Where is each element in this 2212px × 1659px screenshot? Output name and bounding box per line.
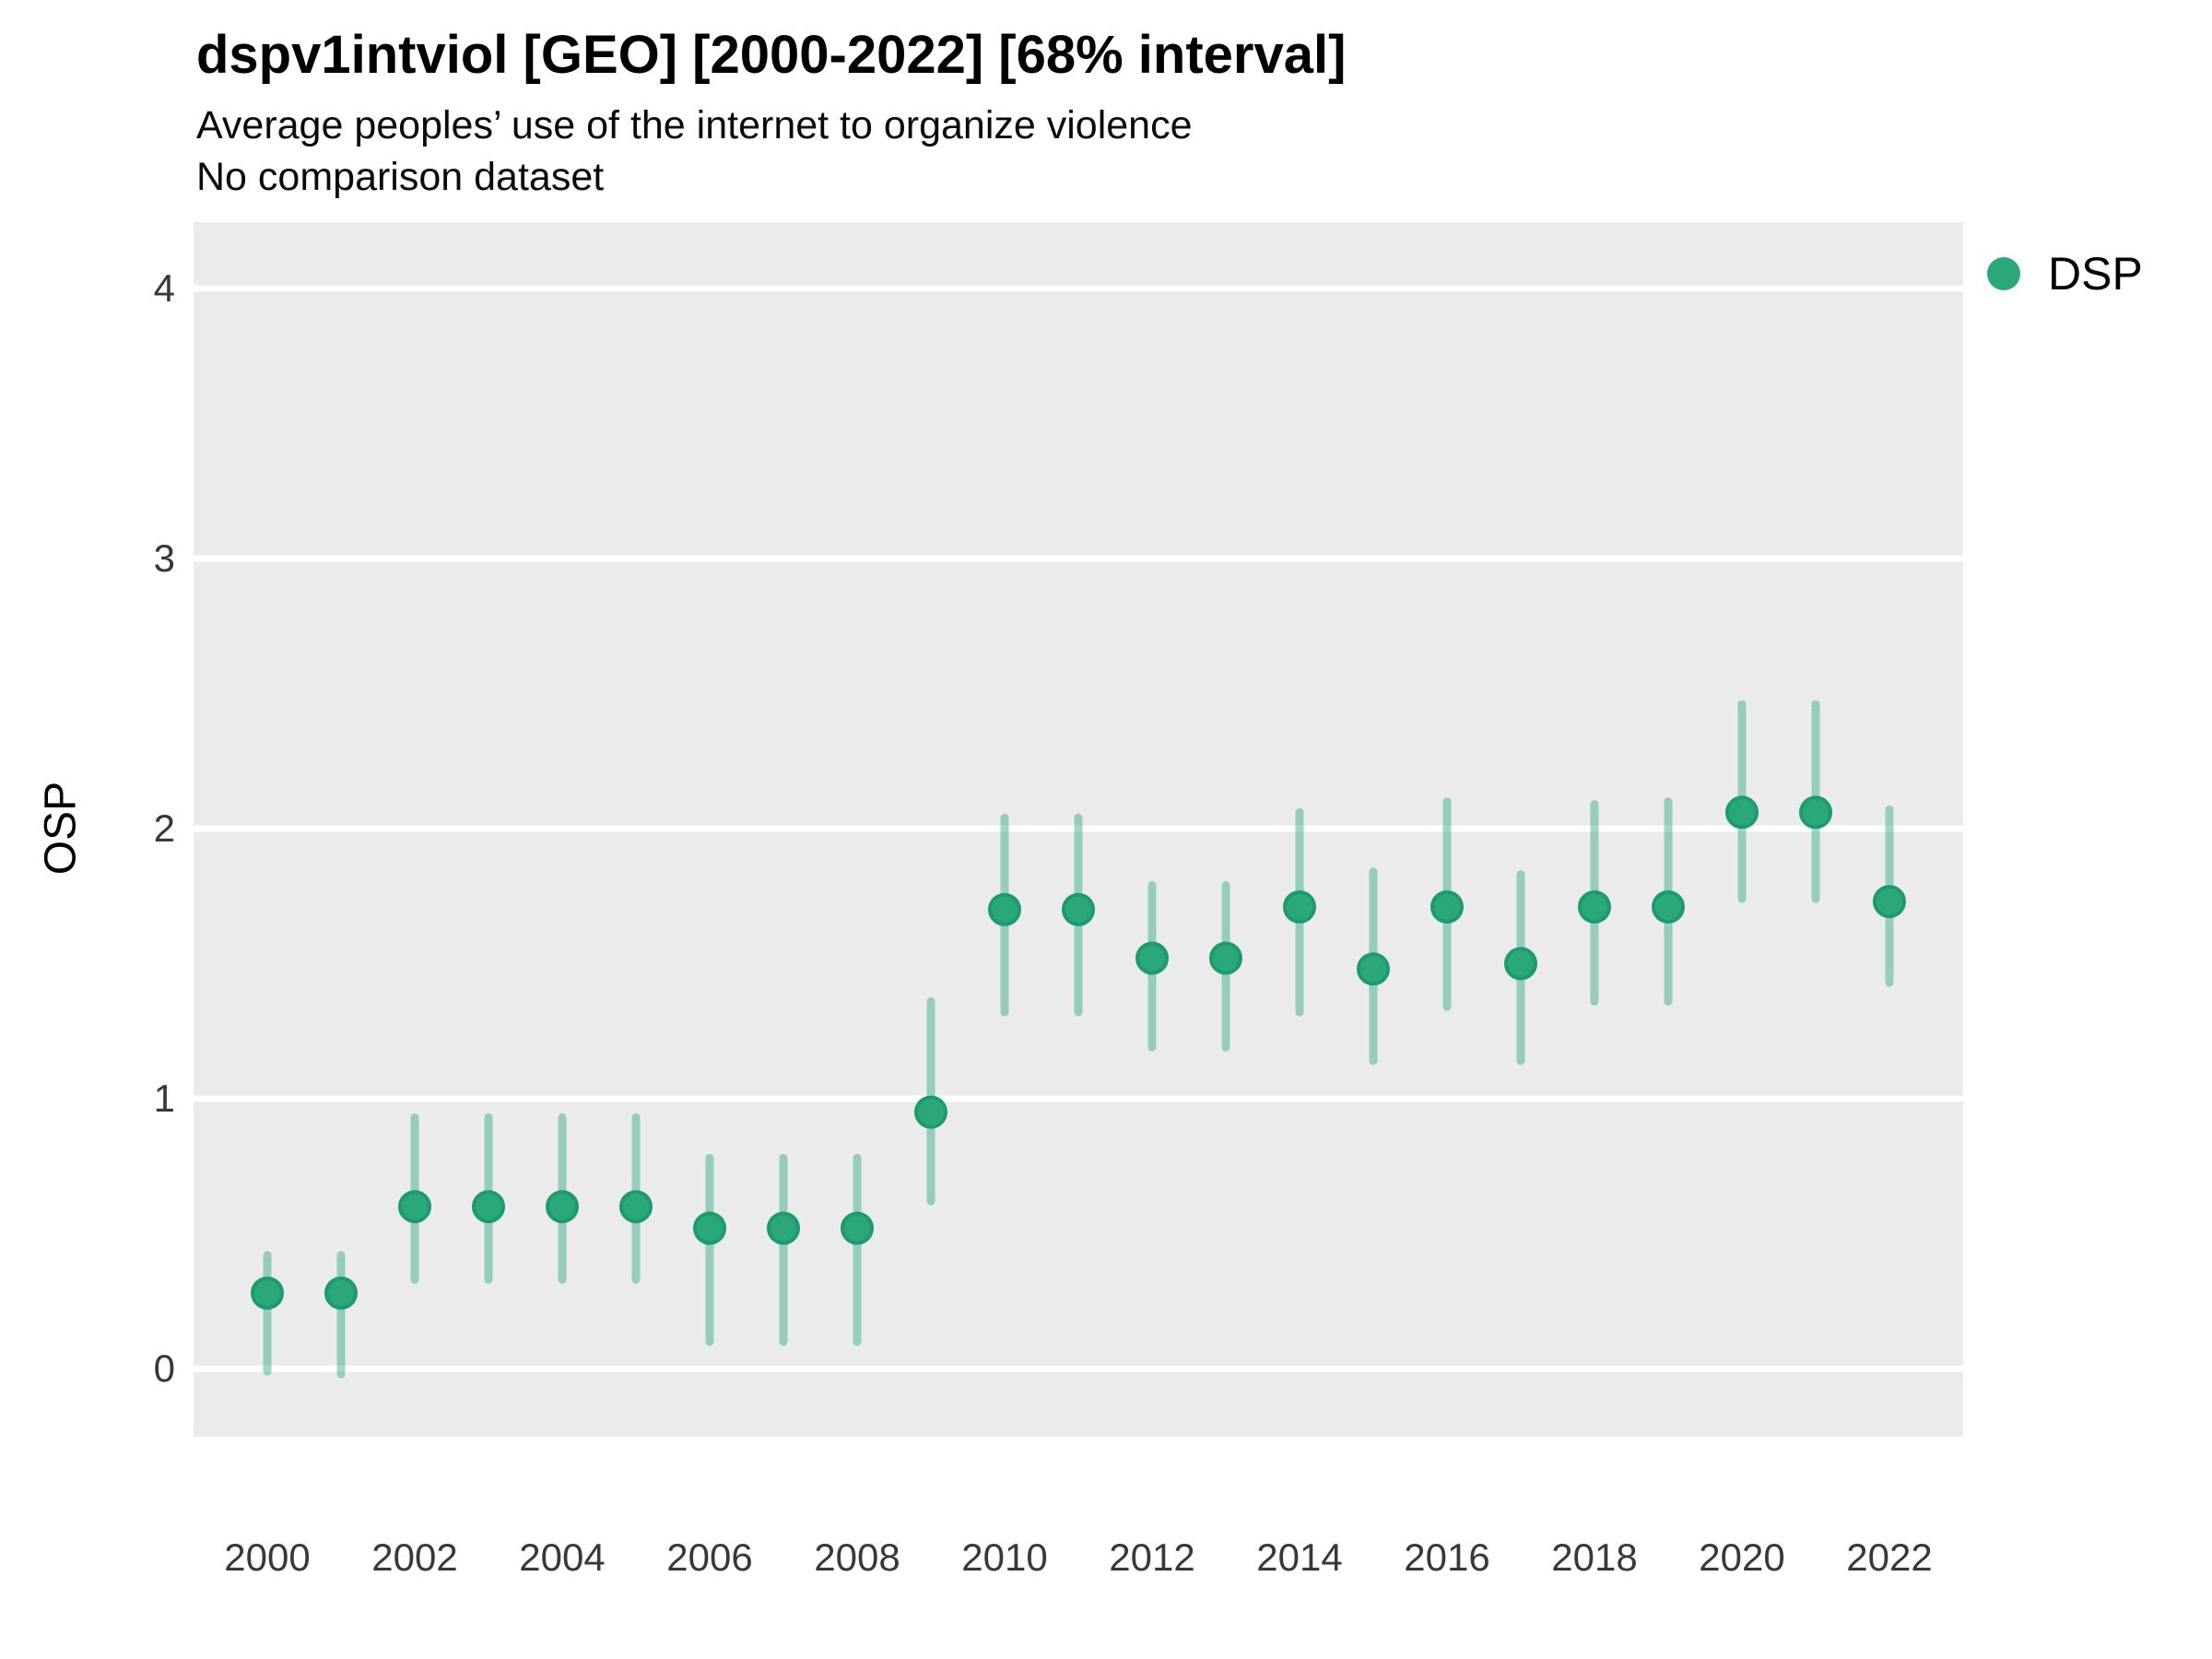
data-point-2013 [1209, 941, 1242, 975]
x-tick-label-2002: 2002 [371, 1535, 458, 1579]
data-point-2011 [1062, 892, 1095, 926]
data-point-2010 [988, 892, 1021, 926]
data-point-2022 [1873, 885, 1906, 919]
legend-marker-icon [1987, 257, 2020, 290]
data-point-2015 [1357, 952, 1390, 986]
data-point-2003 [472, 1190, 505, 1224]
data-point-2001 [324, 1276, 358, 1310]
y-axis-title: OSP [36, 781, 86, 876]
x-tick-label-2004: 2004 [519, 1535, 606, 1579]
data-point-2020 [1725, 795, 1759, 830]
data-point-2007 [767, 1211, 800, 1245]
x-tick-label-2012: 2012 [1109, 1535, 1195, 1579]
data-point-2012 [1135, 941, 1169, 975]
chart-title: dspv1intviol [GEO] [2000-2022] [68% inte… [196, 25, 1347, 85]
x-tick-label-2016: 2016 [1404, 1535, 1490, 1579]
data-point-2014 [1283, 889, 1316, 924]
data-point-2002 [398, 1190, 431, 1224]
legend-label: DSP [2048, 248, 2143, 300]
data-point-2005 [619, 1190, 653, 1224]
legend: DSP [1987, 247, 2143, 300]
data-point-2004 [546, 1190, 579, 1224]
x-tick-label-2006: 2006 [666, 1535, 753, 1579]
data-point-2017 [1504, 947, 1537, 981]
chart-note: No comparison dataset [196, 155, 605, 199]
x-tick-label-2000: 2000 [224, 1535, 311, 1579]
x-tick-label-2008: 2008 [814, 1535, 900, 1579]
x-tick-label-2022: 2022 [1846, 1535, 1933, 1579]
chart-subtitle: Average peoples’ use of the internet to … [196, 103, 1193, 147]
data-point-2021 [1799, 795, 1832, 830]
x-tick-label-2014: 2014 [1256, 1535, 1343, 1579]
y-tick-label-1: 1 [153, 1077, 175, 1120]
x-tick-label-2010: 2010 [961, 1535, 1048, 1579]
x-tick-label-2020: 2020 [1699, 1535, 1785, 1579]
x-tick-label-2018: 2018 [1551, 1535, 1638, 1579]
data-point-2018 [1578, 889, 1611, 924]
data-point-2016 [1430, 889, 1464, 924]
y-tick-label-3: 3 [153, 536, 175, 580]
data-point-2019 [1652, 889, 1685, 924]
data-point-2006 [693, 1211, 726, 1245]
y-tick-label-4: 4 [153, 266, 175, 310]
data-point-2008 [841, 1211, 874, 1245]
y-tick-label-0: 0 [153, 1347, 175, 1390]
data-point-2009 [914, 1095, 947, 1129]
y-tick-label-2: 2 [153, 806, 175, 850]
data-point-2000 [251, 1276, 284, 1310]
